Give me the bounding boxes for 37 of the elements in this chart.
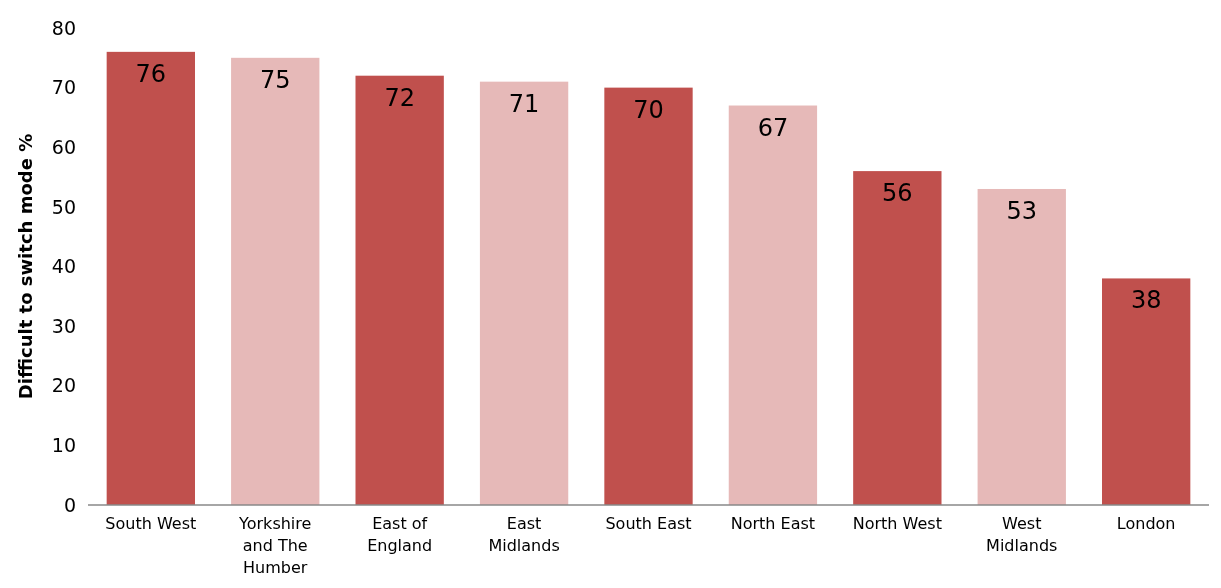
x-tick-label: South West bbox=[105, 514, 197, 533]
bar bbox=[231, 57, 320, 505]
bar bbox=[355, 75, 444, 505]
y-tick-label: 50 bbox=[51, 195, 76, 218]
y-tick-label: 60 bbox=[51, 135, 76, 158]
data-label: 38 bbox=[1130, 286, 1162, 315]
x-tick-label: London bbox=[1116, 514, 1176, 533]
y-tick-label: 70 bbox=[51, 76, 76, 99]
x-tick-label: North West bbox=[852, 514, 942, 533]
bar bbox=[977, 188, 1066, 505]
y-tick-label: 20 bbox=[51, 374, 76, 397]
y-tick-label: 40 bbox=[51, 255, 76, 278]
y-tick-label: 0 bbox=[63, 493, 76, 516]
bar bbox=[106, 51, 195, 505]
x-tick-label: Yorkshire and The Humber bbox=[238, 514, 312, 577]
data-label: 70 bbox=[633, 95, 664, 124]
x-tick-label: East of England bbox=[367, 514, 433, 555]
bar bbox=[728, 105, 818, 505]
bar bbox=[853, 171, 942, 505]
bar bbox=[479, 81, 569, 505]
y-axis-title: Difficult to switch mode % bbox=[15, 133, 36, 400]
x-tick-label: West Midlands bbox=[986, 514, 1058, 555]
data-label: 56 bbox=[882, 179, 913, 208]
bar bbox=[1102, 278, 1191, 505]
data-label: 76 bbox=[135, 59, 167, 88]
data-label: 72 bbox=[384, 83, 415, 112]
x-tick-label: South East bbox=[605, 514, 692, 533]
data-label: 67 bbox=[757, 113, 789, 142]
data-label: 75 bbox=[259, 65, 291, 94]
x-tick-label: North East bbox=[730, 514, 816, 533]
y-tick-label: 80 bbox=[51, 16, 76, 39]
y-tick-label: 10 bbox=[51, 434, 76, 457]
x-tick-label: East Midlands bbox=[488, 514, 560, 555]
data-label: 53 bbox=[1006, 196, 1038, 225]
y-tick-label: 30 bbox=[51, 314, 76, 337]
data-label: 71 bbox=[508, 89, 540, 118]
bar bbox=[604, 87, 693, 505]
